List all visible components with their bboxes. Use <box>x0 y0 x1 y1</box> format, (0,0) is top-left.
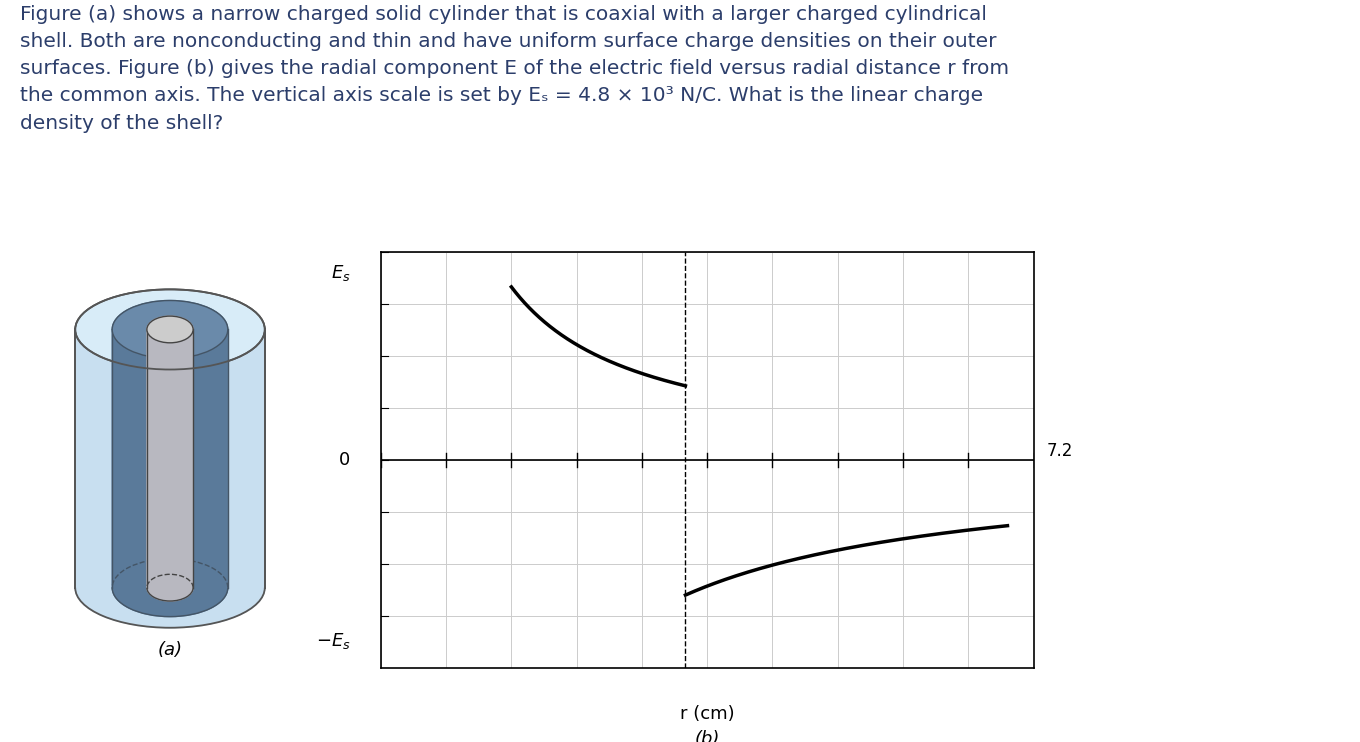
Text: (b): (b) <box>695 730 719 742</box>
Ellipse shape <box>75 289 265 370</box>
Text: Figure (a) shows a narrow charged solid cylinder that is coaxial with a larger c: Figure (a) shows a narrow charged solid … <box>20 4 1009 133</box>
Text: 7.2: 7.2 <box>1047 442 1073 460</box>
Polygon shape <box>112 301 228 617</box>
Text: (a): (a) <box>158 641 182 659</box>
Ellipse shape <box>147 316 193 343</box>
Polygon shape <box>75 289 265 628</box>
Text: $E_s$: $E_s$ <box>330 263 351 283</box>
Ellipse shape <box>112 301 228 358</box>
Polygon shape <box>147 316 193 601</box>
Text: r (cm): r (cm) <box>680 705 734 723</box>
Text: $0$: $0$ <box>339 451 351 469</box>
Text: $-E_s$: $-E_s$ <box>316 631 351 651</box>
